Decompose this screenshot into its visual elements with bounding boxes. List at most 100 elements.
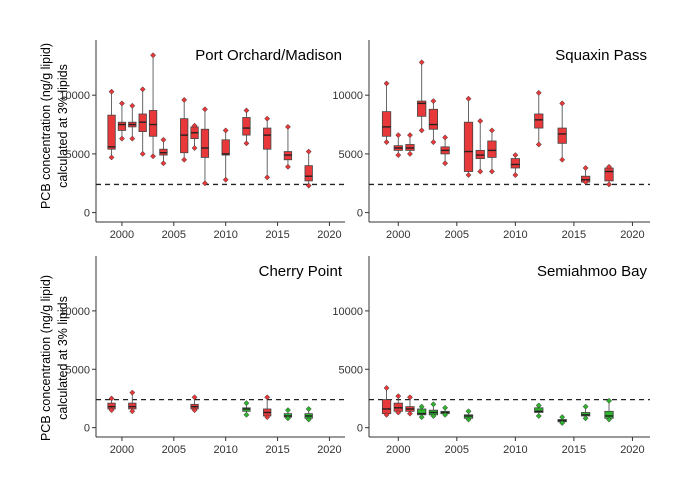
box-body bbox=[557, 127, 567, 144]
box-2007 bbox=[190, 394, 199, 414]
min-point bbox=[606, 416, 612, 423]
max-point bbox=[559, 414, 566, 421]
max-point bbox=[582, 403, 589, 410]
min-point bbox=[284, 163, 291, 170]
max-point bbox=[606, 397, 612, 404]
box-2000 bbox=[393, 132, 403, 159]
box-2010 bbox=[221, 127, 230, 183]
max-point bbox=[305, 148, 312, 155]
max-point bbox=[407, 132, 413, 139]
min-point bbox=[465, 172, 472, 178]
max-point bbox=[264, 115, 271, 122]
box-2014 bbox=[557, 414, 567, 426]
min-point bbox=[191, 407, 198, 414]
x-tick-label: 2020 bbox=[317, 444, 341, 456]
min-point bbox=[108, 407, 115, 414]
box-body bbox=[221, 139, 230, 156]
max-point bbox=[407, 394, 413, 401]
min-point bbox=[442, 411, 449, 418]
y-tick-label: 10000 bbox=[332, 90, 363, 102]
box-2007 bbox=[190, 122, 199, 151]
min-point bbox=[535, 413, 542, 419]
box-2006 bbox=[463, 95, 474, 178]
min-point bbox=[606, 181, 612, 188]
min-point bbox=[201, 180, 208, 187]
box-2001 bbox=[128, 102, 137, 142]
box-2010 bbox=[510, 152, 520, 178]
box-2018 bbox=[604, 397, 614, 423]
box-2002 bbox=[417, 59, 427, 134]
max-point bbox=[181, 96, 188, 103]
ylabel-line-2: calculated at 3% lipids bbox=[56, 296, 70, 420]
min-point bbox=[395, 409, 402, 416]
box-body bbox=[463, 121, 474, 172]
min-point bbox=[264, 414, 271, 421]
min-point bbox=[559, 420, 566, 426]
max-point bbox=[430, 98, 437, 105]
x-tick-label: 2000 bbox=[386, 229, 410, 241]
x-tick-label: 2000 bbox=[110, 444, 134, 456]
box-body bbox=[107, 114, 116, 150]
min-point bbox=[305, 416, 312, 423]
ylabel-line-2: calculated at 3% lipids bbox=[56, 64, 70, 188]
box-2006 bbox=[463, 408, 474, 423]
box-body bbox=[200, 128, 210, 158]
box-body bbox=[263, 127, 272, 150]
max-point bbox=[395, 132, 402, 139]
min-point bbox=[191, 145, 198, 151]
x-tick-label: 2020 bbox=[620, 444, 644, 456]
max-point bbox=[395, 393, 402, 400]
box-body bbox=[487, 140, 497, 158]
box-2012 bbox=[534, 89, 544, 148]
ylabel-bottom: PCB concentration (ng/g lipid) calculate… bbox=[39, 275, 70, 441]
y-tick-label: 0 bbox=[84, 208, 90, 220]
box-2016 bbox=[580, 403, 591, 422]
y-tick-label: 0 bbox=[357, 423, 363, 435]
min-point bbox=[465, 416, 472, 423]
min-point bbox=[129, 408, 136, 415]
box-body bbox=[304, 165, 313, 182]
max-point bbox=[477, 118, 484, 124]
max-point bbox=[243, 400, 250, 407]
panel-title: Semiahmoo Bay bbox=[537, 263, 648, 280]
min-point bbox=[160, 160, 167, 167]
max-point bbox=[430, 401, 437, 408]
max-point bbox=[129, 102, 136, 109]
box-2014 bbox=[263, 394, 272, 421]
min-point bbox=[108, 154, 115, 161]
min-point bbox=[512, 172, 519, 178]
box-2001 bbox=[405, 394, 415, 417]
box-body bbox=[148, 110, 158, 137]
max-point bbox=[535, 89, 542, 96]
max-point bbox=[243, 107, 250, 114]
box-body bbox=[417, 100, 427, 117]
y-tick-label: 10000 bbox=[59, 90, 90, 102]
max-point bbox=[442, 134, 449, 141]
max-point bbox=[383, 385, 390, 391]
box-body bbox=[428, 108, 439, 130]
max-point bbox=[465, 408, 472, 415]
x-tick-label: 2015 bbox=[265, 444, 289, 456]
box-2002 bbox=[138, 86, 147, 157]
box-1999 bbox=[107, 395, 116, 414]
box-2003 bbox=[428, 98, 439, 146]
min-point bbox=[383, 139, 390, 146]
panel-3: 0 5000 10000 2000 2005 2010 2015 2020 Cherry Poi… bbox=[59, 256, 345, 456]
max-point bbox=[191, 122, 198, 129]
max-point bbox=[129, 389, 136, 396]
min-point bbox=[535, 141, 542, 148]
max-point bbox=[191, 394, 198, 401]
box-2018 bbox=[304, 148, 313, 189]
max-point bbox=[305, 406, 312, 412]
x-tick-label: 2020 bbox=[317, 229, 341, 241]
panel-title: Port Orchard/Madison bbox=[195, 47, 342, 64]
max-point bbox=[284, 123, 291, 130]
min-point bbox=[383, 411, 390, 418]
box-2002 bbox=[417, 403, 427, 421]
box-2012 bbox=[242, 400, 251, 418]
box-body bbox=[381, 111, 392, 137]
y-tick-label: 0 bbox=[84, 423, 90, 435]
x-tick-label: 2010 bbox=[503, 444, 527, 456]
min-point bbox=[407, 410, 413, 417]
min-point bbox=[559, 156, 566, 163]
